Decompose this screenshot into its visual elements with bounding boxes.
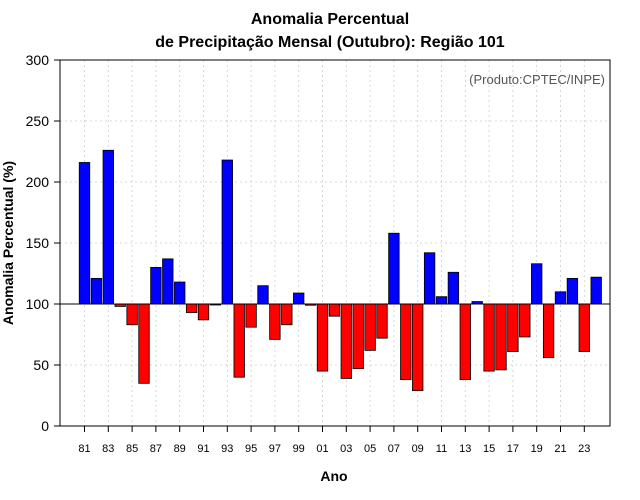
bar-23 (578, 303, 590, 352)
x-tick-label: 09 (412, 443, 424, 455)
x-tick-label: 19 (531, 443, 543, 455)
bar-86 (138, 303, 150, 384)
credit-label: (Produto:CPTEC/INPE) (469, 72, 605, 87)
y-tick-label: 50 (33, 357, 49, 373)
y-tick-label: 100 (26, 296, 50, 312)
bar-95 (245, 303, 257, 328)
bar-04 (352, 303, 364, 370)
x-tick-label: 93 (221, 443, 233, 455)
x-tick-label: 95 (245, 443, 257, 455)
bar-07 (388, 232, 400, 305)
bar-81 (78, 162, 91, 305)
bar-93 (221, 159, 233, 305)
y-axis-title: Anomalia Percentual (%) (0, 161, 16, 325)
chart-title-line2: de Precipitação Mensal (Outubro): Região… (155, 34, 505, 51)
x-tick-label: 05 (364, 443, 376, 455)
y-tick-label: 300 (26, 52, 50, 68)
bar-19 (531, 263, 543, 305)
x-tick-label: 13 (459, 443, 471, 455)
x-tick-label: 85 (126, 443, 138, 455)
bar-99 (293, 292, 305, 305)
bar-98 (281, 303, 293, 326)
y-tick-label: 150 (26, 235, 50, 251)
bar-20 (542, 303, 555, 359)
bar-83 (102, 149, 114, 305)
x-tick-label: 81 (78, 443, 90, 455)
bar-94 (233, 303, 245, 378)
x-tick-label: 89 (174, 443, 186, 455)
y-tick-label: 0 (41, 418, 49, 434)
bar-16 (495, 303, 507, 371)
bar-18 (519, 303, 531, 338)
x-tick-label: 23 (578, 443, 590, 455)
x-tick-label: 91 (197, 443, 209, 455)
x-tick-label: 07 (388, 443, 400, 455)
x-tick-label: 01 (316, 443, 328, 455)
x-tick-label: 99 (293, 443, 305, 455)
bar-43 (590, 276, 602, 305)
bar-13 (459, 303, 471, 381)
chart-title-line1: Anomalia Percentual (251, 11, 409, 28)
bar-91 (197, 303, 210, 321)
bars (78, 149, 602, 392)
x-tick-label: 87 (150, 443, 162, 455)
bar-90 (185, 303, 198, 313)
x-tick-label: 15 (483, 443, 495, 455)
bar-01 (316, 303, 329, 372)
bar-96 (257, 285, 269, 305)
bar-02 (328, 303, 341, 317)
bar-15 (483, 303, 495, 372)
bar-05 (364, 303, 376, 351)
x-tick-label: 03 (340, 443, 352, 455)
bar-22 (566, 277, 579, 305)
y-axis: 0 50 100 150 200 250 300 (26, 52, 60, 434)
bar-06 (376, 303, 388, 339)
bar-85 (126, 303, 138, 326)
x-axis: 81 83 85 87 89 91 93 95 97 99 01 03 05 07 09 11 13 15 17 19… (78, 426, 590, 455)
bar-09 (412, 303, 424, 392)
x-tick-label: 17 (507, 443, 519, 455)
y-tick-label: 250 (26, 113, 50, 129)
bar-17 (507, 303, 519, 352)
bar-11 (435, 296, 448, 305)
x-tick-label: 21 (554, 443, 566, 455)
bar-21 (554, 291, 567, 305)
x-axis-title: Ano (320, 468, 347, 484)
bar-97 (269, 303, 281, 340)
x-tick-label: 83 (102, 443, 114, 455)
bar-12 (447, 271, 460, 305)
y-tick-label: 200 (26, 174, 50, 190)
x-tick-label: 11 (436, 443, 447, 455)
bar-10 (423, 252, 436, 305)
x-tick-label: 97 (269, 443, 281, 455)
bar-87 (150, 266, 162, 305)
bar-03 (340, 303, 352, 379)
bar-82 (90, 277, 103, 305)
bar-88 (162, 258, 174, 305)
bar-89 (174, 281, 186, 305)
bar-08 (400, 303, 412, 381)
